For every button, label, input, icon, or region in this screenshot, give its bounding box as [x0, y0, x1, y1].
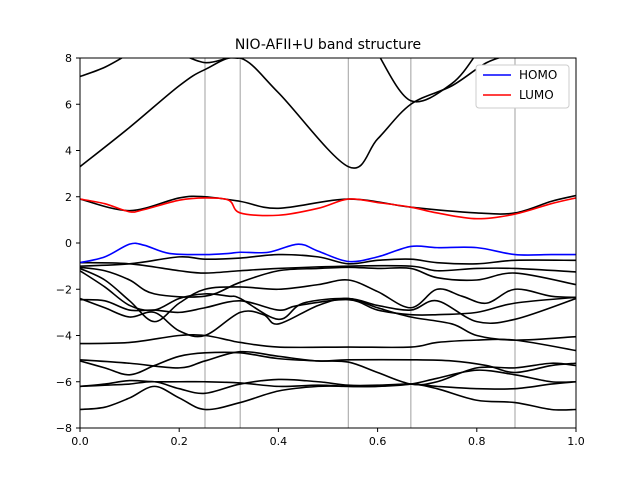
band-line-12 [80, 296, 576, 316]
band-line-3 [80, 58, 124, 78]
band-line-7 [80, 253, 576, 267]
y-tick-label-3: −2 [56, 283, 72, 296]
band-line-2 [80, 58, 501, 169]
x-tick-label-2: 0.4 [270, 435, 288, 448]
y-tick-label-4: 0 [65, 237, 72, 250]
y-tick-label-8: 8 [65, 52, 72, 65]
y-tick-label-6: 4 [65, 145, 72, 158]
x-tick-label-3: 0.6 [369, 435, 387, 448]
y-tick-label-5: 2 [65, 191, 72, 204]
band-line-10 [80, 267, 576, 323]
band-line-18 [80, 378, 576, 395]
band-line-5 [379, 58, 475, 103]
band-line-19 [80, 383, 576, 411]
band-line-16 [80, 351, 576, 386]
band-lines [80, 58, 576, 411]
legend-label-lumo: LUMO [519, 88, 554, 102]
y-axis: −8 −6 −4 −2 0 2 4 6 8 [56, 52, 80, 435]
band-line-4 [187, 58, 245, 64]
y-tick-label-0: −8 [56, 422, 72, 435]
band-line-6 [80, 194, 576, 215]
band-line-17 [80, 369, 576, 388]
x-tick-label-1: 0.2 [170, 435, 188, 448]
y-tick-label-7: 6 [65, 98, 72, 111]
band-line-13 [80, 297, 576, 341]
y-tick-label-1: −6 [56, 376, 72, 389]
x-tick-label-5: 1.0 [567, 435, 585, 448]
band-line-9 [80, 266, 576, 298]
band-line-15 [80, 350, 576, 374]
x-tick-label-4: 0.8 [468, 435, 486, 448]
chart-title: NIO-AFII+U band structure [235, 37, 421, 53]
x-axis: 0.0 0.2 0.4 0.6 0.8 1.0 [71, 428, 585, 448]
band-line-14 [80, 333, 576, 352]
legend: HOMO LUMO [475, 64, 570, 109]
series-homo [80, 242, 576, 264]
x-tick-label-0: 0.0 [71, 435, 89, 448]
series-lumo [80, 197, 576, 220]
legend-label-homo: HOMO [519, 68, 557, 82]
high-symmetry-lines [204, 58, 516, 428]
y-tick-label-2: −4 [56, 330, 72, 343]
band-line-8 [80, 261, 576, 274]
band-line-11 [80, 270, 576, 325]
